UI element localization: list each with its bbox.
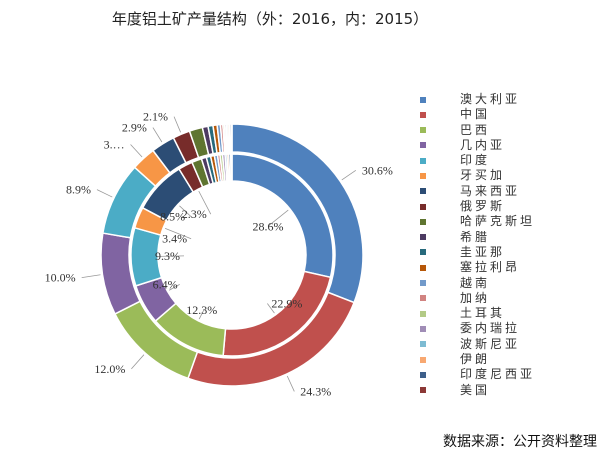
legend-label: 圭亚那 <box>460 244 506 259</box>
legend-item: 马来西亚 <box>420 184 535 199</box>
leader-line-2015-5 <box>164 227 192 240</box>
legend-item: 印度 <box>420 153 535 168</box>
leader-line-2015-6 <box>179 205 192 218</box>
legend-swatch <box>420 188 426 195</box>
data-label-2016-7: 2.1% <box>143 110 168 124</box>
legend-label: 几内亚 <box>460 137 506 152</box>
data-label-2015-6: 8.5% <box>160 210 185 224</box>
legend-label: 印度尼西亚 <box>460 367 536 382</box>
data-label-2015-5: 3.4% <box>162 232 187 246</box>
leader-line-2016-0 <box>341 170 357 181</box>
legend-swatch <box>420 295 426 302</box>
data-label-2016-3: 10.0% <box>45 271 76 285</box>
data-label-2016-6: 2.9% <box>122 121 147 135</box>
leader-line-2015-1 <box>267 303 275 314</box>
legend-label: 哈萨克斯坦 <box>460 214 536 229</box>
legend-item: 土耳其 <box>420 306 535 321</box>
leader-line-2016-4 <box>96 189 113 198</box>
legend-item: 委内瑞拉 <box>420 321 535 336</box>
legend-label: 俄罗斯 <box>460 199 506 214</box>
legend-swatch <box>420 325 426 332</box>
legend-swatch <box>420 234 426 241</box>
data-label-2015-0: 28.6% <box>252 219 283 233</box>
data-label-2016-0: 30.6% <box>362 163 393 177</box>
leader-line-2016-5 <box>130 144 143 158</box>
legend-label: 土耳其 <box>460 306 506 321</box>
leader-line-2016-7 <box>173 116 181 133</box>
data-label-2015-4: 9.3% <box>155 249 180 263</box>
legend-swatch <box>420 172 426 179</box>
data-label-2015-1: 22.9% <box>271 296 302 310</box>
legend-swatch <box>420 96 426 103</box>
legend-label: 波斯尼亚 <box>460 336 521 351</box>
legend-label: 马来西亚 <box>460 183 521 198</box>
legend-label: 巴西 <box>460 122 491 137</box>
legend-swatch <box>420 356 426 363</box>
legend-swatch <box>420 387 426 394</box>
legend-swatch <box>420 280 426 287</box>
legend-item: 美国 <box>420 383 535 398</box>
leader-line-2015-0 <box>267 209 289 227</box>
legend-label: 委内瑞拉 <box>460 321 521 336</box>
leader-line-2016-6 <box>152 127 163 143</box>
legend-item: 中国 <box>420 107 535 122</box>
legend-label: 伊朗 <box>460 352 491 367</box>
data-label-2015-7: 2.3% <box>182 207 207 221</box>
legend-swatch <box>420 249 426 256</box>
legend-item: 希腊 <box>420 230 535 245</box>
legend-item: 圭亚那 <box>420 245 535 260</box>
legend-item: 伊朗 <box>420 352 535 367</box>
leader-line-2016-1 <box>286 375 295 392</box>
legend-swatch <box>420 127 426 134</box>
leader-line-2016-3 <box>81 274 101 278</box>
data-label-2016-1: 24.3% <box>300 384 331 398</box>
legend-label: 希腊 <box>460 229 491 244</box>
legend-item: 几内亚 <box>420 138 535 153</box>
legend-swatch <box>420 203 426 210</box>
leader-line-2016-2 <box>131 354 145 370</box>
legend: 澳大利亚 中国 巴西 几内亚 印度 牙买加 马来西亚 俄罗斯 哈萨克斯坦 希腊 圭亚那 塞拉利昂 越南加… <box>420 92 535 398</box>
legend-swatch <box>420 218 426 225</box>
slice-2016-19 <box>230 123 233 153</box>
legend-label: 澳大利亚 <box>460 92 521 106</box>
leader-line-2015-3 <box>169 283 180 291</box>
leader-line-2015-7 <box>198 190 212 215</box>
legend-item: 哈萨克斯坦 <box>420 214 535 229</box>
legend-label: 塞拉利昂 <box>460 260 521 275</box>
legend-swatch <box>420 310 426 317</box>
legend-swatch <box>420 371 426 378</box>
data-label-2015-2: 12.3% <box>186 303 217 317</box>
legend-item: 牙买加 <box>420 168 535 183</box>
legend-label: 中国 <box>460 107 491 122</box>
legend-swatch <box>420 157 426 164</box>
legend-item: 波斯尼亚 <box>420 337 535 352</box>
slice-2015-19 <box>229 153 233 182</box>
legend-item: 俄罗斯 <box>420 199 535 214</box>
legend-swatch <box>420 142 426 149</box>
data-label-2016-2: 12.0% <box>94 362 125 376</box>
legend-item: 越南 <box>420 276 535 291</box>
legend-swatch <box>420 264 426 271</box>
legend-item: 印度尼西亚 <box>420 367 535 382</box>
data-label-2016-5: 3.… <box>104 137 125 151</box>
data-label-2016-4: 8.9% <box>66 183 91 197</box>
legend-item: 加纳 <box>420 291 535 306</box>
legend-label: 美国 <box>460 382 491 397</box>
leader-line-2015-2 <box>198 309 205 320</box>
legend-label: 印度 <box>460 153 491 168</box>
legend-label: 牙买加 <box>460 168 506 183</box>
legend-item: 澳大利亚 <box>420 92 535 107</box>
legend-label: 加纳 <box>460 290 491 305</box>
legend-item: 塞拉利昂 <box>420 260 535 275</box>
legend-item: 巴西 <box>420 123 535 138</box>
chart-title: 年度铝土矿产量结构（外：2016，内：2015） <box>111 10 429 28</box>
legend-swatch <box>420 341 426 348</box>
data-label-2015-3: 6.4% <box>153 277 178 291</box>
legend-swatch <box>420 111 426 118</box>
data-source-note: 数据来源：公开资料整理 <box>443 434 597 450</box>
legend-label: 越南 <box>460 275 491 290</box>
